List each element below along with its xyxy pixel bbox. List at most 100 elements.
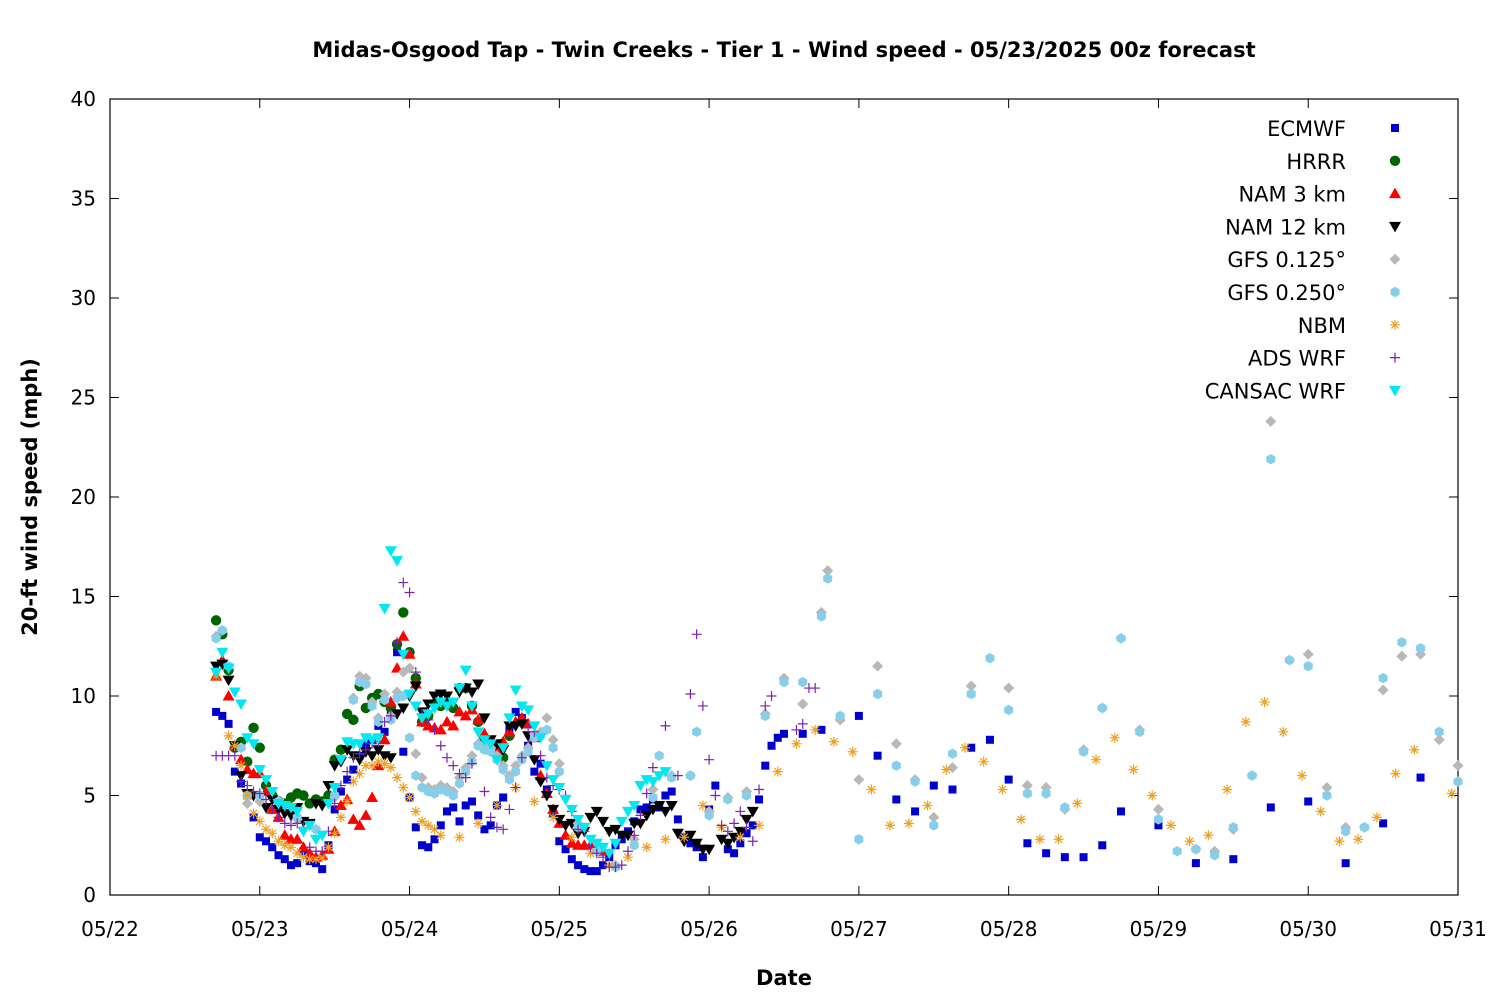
data-point bbox=[616, 860, 627, 871]
data-point bbox=[1315, 806, 1326, 817]
data-point bbox=[391, 709, 404, 720]
data-point bbox=[235, 699, 248, 710]
data-point bbox=[685, 689, 696, 700]
data-point bbox=[490, 755, 503, 766]
data-point bbox=[929, 820, 939, 831]
data-point bbox=[911, 807, 920, 816]
data-point bbox=[316, 830, 329, 842]
data-point bbox=[797, 698, 809, 710]
data-point bbox=[329, 828, 340, 839]
data-point bbox=[609, 838, 622, 850]
data-point bbox=[429, 724, 440, 735]
data-point bbox=[742, 790, 752, 801]
data-point bbox=[1334, 836, 1345, 847]
data-point bbox=[216, 647, 229, 659]
data-point bbox=[773, 733, 782, 742]
data-point bbox=[667, 787, 676, 796]
legend-label: NBM bbox=[1298, 314, 1346, 338]
data-point bbox=[1097, 702, 1107, 714]
data-point bbox=[485, 812, 496, 823]
data-point bbox=[697, 700, 708, 711]
data-point bbox=[610, 862, 621, 873]
data-point bbox=[403, 689, 416, 701]
legend-item-nam-3-km: NAM 3 km bbox=[1238, 183, 1401, 207]
data-point bbox=[212, 707, 221, 716]
data-point bbox=[847, 746, 858, 757]
x-tick-label: 05/31 bbox=[1429, 917, 1487, 941]
data-point bbox=[1378, 672, 1388, 684]
legend-item-gfs-0-250: GFS 0.250° bbox=[1227, 281, 1400, 305]
legend-marker bbox=[1390, 352, 1400, 363]
data-point bbox=[347, 813, 360, 824]
data-point bbox=[353, 819, 366, 830]
data-point bbox=[398, 577, 409, 588]
data-point bbox=[747, 836, 758, 847]
data-point bbox=[254, 742, 265, 753]
data-point bbox=[343, 775, 352, 784]
data-point bbox=[721, 838, 734, 850]
data-point bbox=[1278, 726, 1289, 737]
data-point bbox=[816, 611, 826, 622]
data-point bbox=[622, 846, 633, 857]
data-point bbox=[509, 685, 522, 697]
data-point bbox=[828, 736, 839, 747]
data-point bbox=[872, 660, 884, 672]
data-point bbox=[417, 816, 428, 827]
data-point bbox=[948, 785, 957, 794]
data-point bbox=[242, 790, 253, 801]
data-point bbox=[817, 725, 826, 734]
data-point bbox=[380, 727, 389, 736]
data-point bbox=[703, 844, 716, 856]
data-point bbox=[1022, 788, 1032, 799]
marks-layer bbox=[210, 415, 1464, 876]
data-point bbox=[1184, 836, 1195, 847]
data-point bbox=[229, 750, 240, 761]
data-point bbox=[755, 795, 764, 804]
data-point bbox=[286, 861, 295, 870]
data-point bbox=[615, 816, 628, 828]
data-point bbox=[866, 784, 877, 795]
data-point bbox=[353, 739, 366, 750]
data-point bbox=[1060, 802, 1070, 813]
data-point bbox=[511, 766, 521, 777]
x-tick-label: 05/27 bbox=[830, 917, 888, 941]
data-point bbox=[754, 784, 765, 795]
data-point bbox=[1153, 814, 1163, 825]
data-point bbox=[393, 648, 402, 657]
data-point bbox=[584, 834, 597, 846]
data-point bbox=[398, 782, 409, 793]
data-point bbox=[1091, 754, 1102, 765]
chart-title: Midas-Osgood Tap - Twin Creeks - Tier 1 … bbox=[312, 38, 1255, 62]
data-point bbox=[442, 752, 452, 763]
data-point bbox=[572, 814, 585, 826]
data-point bbox=[460, 772, 471, 783]
data-point bbox=[267, 804, 278, 815]
data-point bbox=[547, 804, 560, 816]
data-point bbox=[1379, 819, 1388, 828]
data-point bbox=[534, 777, 547, 788]
data-point bbox=[603, 848, 616, 860]
data-point bbox=[766, 691, 777, 701]
data-point bbox=[928, 811, 940, 823]
data-point bbox=[293, 859, 302, 868]
data-point bbox=[248, 722, 259, 734]
data-point bbox=[455, 817, 464, 826]
data-point bbox=[342, 796, 353, 807]
data-point bbox=[398, 607, 409, 618]
data-point bbox=[266, 787, 279, 798]
data-point bbox=[716, 820, 727, 831]
x-tick-label: 05/29 bbox=[1130, 917, 1188, 941]
data-point bbox=[853, 774, 865, 786]
data-point bbox=[410, 806, 421, 817]
data-point bbox=[434, 723, 447, 735]
data-point bbox=[1321, 782, 1333, 794]
data-point bbox=[328, 761, 341, 772]
data-point bbox=[366, 791, 379, 802]
x-tick-label: 05/22 bbox=[81, 917, 139, 941]
data-point bbox=[555, 837, 564, 846]
data-point bbox=[561, 845, 570, 854]
data-point bbox=[584, 812, 597, 824]
data-point bbox=[523, 722, 534, 733]
data-point bbox=[760, 700, 771, 711]
data-point bbox=[742, 829, 751, 838]
